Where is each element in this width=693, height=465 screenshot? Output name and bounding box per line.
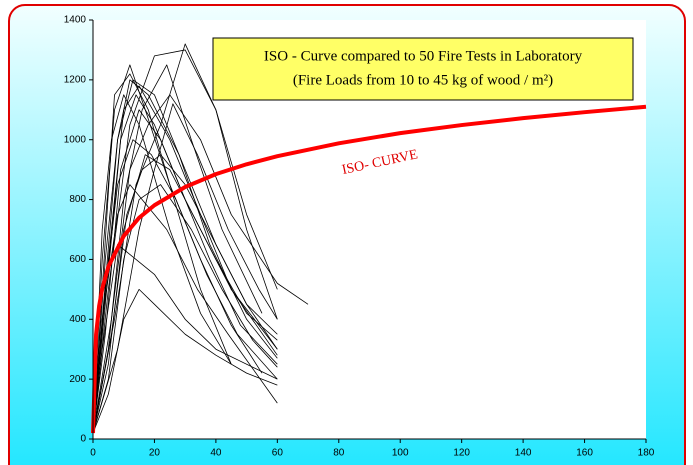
series-line (92, 139, 278, 434)
x-tick-label: 160 (576, 448, 593, 459)
y-tick-label: 200 (69, 374, 86, 385)
x-tick-label: 180 (638, 448, 655, 459)
series-line (92, 184, 278, 434)
series-line (92, 154, 278, 434)
y-tick-label: 400 (69, 314, 86, 325)
x-tick-label: 80 (333, 448, 345, 459)
series-line (92, 79, 278, 434)
x-tick-label: 40 (210, 448, 222, 459)
series-line (92, 103, 278, 434)
series-line (92, 288, 278, 434)
y-tick-label: 600 (69, 254, 86, 265)
y-tick-label: 800 (69, 194, 86, 205)
x-tick-label: 140 (515, 448, 532, 459)
series-line (92, 64, 263, 434)
x-tick-label: 20 (149, 448, 161, 459)
x-tick-label: 0 (90, 448, 96, 459)
series-line (92, 184, 278, 434)
series-line (92, 244, 278, 434)
y-tick-label: 1400 (64, 15, 87, 26)
y-tick-label: 1200 (64, 74, 87, 85)
series-line (92, 64, 263, 434)
series-line (92, 94, 232, 434)
y-tick-label: 1000 (64, 134, 87, 145)
series-line (91, 104, 647, 434)
series-line (92, 43, 278, 434)
y-tick-label: 0 (80, 434, 86, 445)
x-tick-label: 60 (272, 448, 284, 459)
chart-title: ISO - Curve compared to 50 Fire Tests in… (264, 48, 583, 64)
chart-subtitle: (Fire Loads from 10 to 45 kg of wood / m… (293, 72, 553, 88)
series-line (92, 154, 278, 434)
x-tick-label: 100 (392, 448, 409, 459)
title-box (212, 37, 634, 101)
x-tick-label: 120 (453, 448, 470, 459)
